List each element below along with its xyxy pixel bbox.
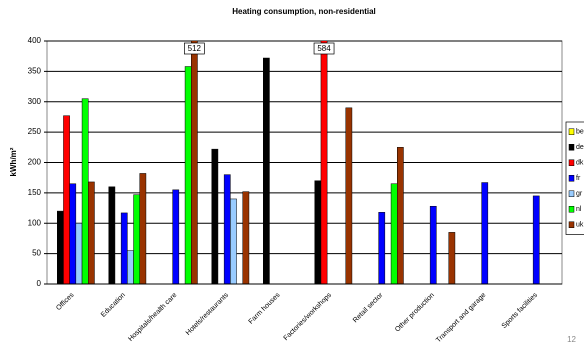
- bar: [448, 232, 456, 284]
- y-tick-label: 250: [28, 127, 42, 136]
- legend-label: be: [576, 129, 584, 136]
- bar: [314, 180, 322, 284]
- bar: [532, 195, 540, 284]
- bar: [223, 174, 231, 284]
- bar: [172, 189, 180, 284]
- bar: [345, 107, 353, 284]
- legend-swatch: [568, 221, 575, 228]
- x-tick-label: Hotels/restaurants: [185, 291, 230, 336]
- legend-label: gr: [576, 191, 583, 198]
- bar: [429, 205, 437, 284]
- legend-box: [565, 121, 584, 235]
- legend-label: de: [576, 144, 584, 151]
- legend-label: nl: [576, 206, 582, 213]
- value-label: 512: [188, 44, 202, 53]
- y-tick-label: 100: [28, 218, 42, 227]
- bar: [481, 182, 489, 284]
- value-label-box: [184, 42, 205, 55]
- bar: [75, 223, 83, 284]
- legend-label: dk: [576, 160, 584, 167]
- legend-swatch: [568, 206, 575, 213]
- x-tick-label: Retail sector: [352, 291, 385, 324]
- y-axis-label: kWh/m²: [9, 147, 18, 176]
- x-tick-label: Other production: [394, 292, 436, 334]
- x-tick-label: Education: [100, 292, 127, 319]
- bar: [127, 250, 134, 284]
- x-tick-label: Factories/workshops: [283, 291, 334, 342]
- bar: [378, 212, 386, 284]
- y-tick-label: 400: [28, 36, 42, 45]
- x-tick-label: Hospitals/health care: [127, 292, 178, 343]
- bar: [120, 212, 128, 284]
- x-tick-label: Sports facilities: [501, 291, 540, 330]
- bar: [108, 186, 116, 284]
- value-label-box: [313, 42, 335, 55]
- y-tick-label: 300: [28, 97, 42, 106]
- x-tick-label: Transport and garage: [435, 292, 487, 344]
- bar: [320, 41, 328, 284]
- bar: [57, 210, 64, 284]
- bar: [397, 147, 404, 284]
- legend-swatch: [568, 128, 575, 135]
- x-tick-label: Offices: [55, 291, 76, 312]
- bar: [242, 191, 250, 284]
- legend-swatch: [568, 190, 575, 197]
- bar: [263, 57, 270, 284]
- legend-label: fr: [576, 175, 581, 182]
- bar: [211, 148, 219, 284]
- bar: [230, 198, 237, 284]
- chart-title: Heating consumption, non-residential: [232, 7, 376, 16]
- bar: [69, 183, 77, 284]
- legend-label: uk: [576, 222, 584, 229]
- bar: [81, 98, 89, 284]
- legend-swatch: [568, 175, 575, 182]
- legend-swatch: [568, 144, 575, 151]
- bars: [57, 41, 540, 284]
- y-tick-label: 200: [28, 158, 42, 167]
- y-tick-label: 350: [28, 66, 42, 75]
- y-tick-label: 150: [28, 188, 42, 197]
- bar: [88, 181, 95, 284]
- bar: [133, 194, 141, 284]
- page-number: 12: [567, 335, 576, 344]
- y-tick-label: 0: [37, 279, 42, 288]
- bar: [191, 41, 198, 284]
- x-tick-label: Farm houses: [248, 291, 282, 325]
- bar: [63, 115, 70, 284]
- y-tick-label: 50: [32, 249, 41, 258]
- bar: [390, 183, 398, 284]
- bar: [184, 66, 192, 284]
- legend-swatch: [568, 159, 575, 166]
- bar: [139, 173, 147, 284]
- value-label: 584: [317, 44, 331, 53]
